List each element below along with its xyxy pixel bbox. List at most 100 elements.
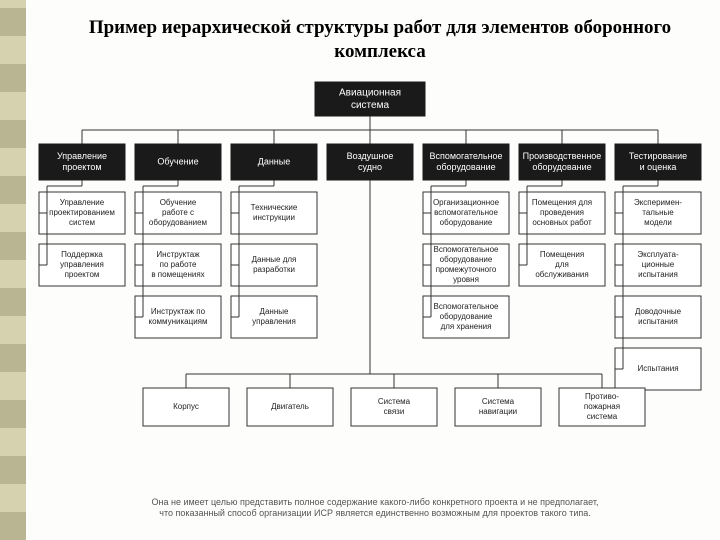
page-title: Пример иерархической структуры работ для… <box>60 16 700 64</box>
svg-text:Эксперимен-: Эксперимен- <box>634 198 682 207</box>
svg-text:Испытания: Испытания <box>637 364 678 373</box>
child-6-1: Эксплуата-ционныеиспытания <box>615 244 701 286</box>
svg-text:основных работ: основных работ <box>532 218 592 227</box>
svg-text:для: для <box>555 260 569 269</box>
svg-text:систем: систем <box>69 218 95 227</box>
svg-text:связи: связи <box>384 407 405 416</box>
svg-text:и оценка: и оценка <box>640 162 677 172</box>
svg-text:Управление: Управление <box>60 198 105 207</box>
svg-text:система: система <box>587 412 618 421</box>
child-0-1: Поддержкауправленияпроектом <box>39 244 125 286</box>
svg-text:проектом: проектом <box>62 162 101 172</box>
svg-text:Производственное: Производственное <box>523 151 602 161</box>
svg-text:Двигатель: Двигатель <box>271 402 309 411</box>
svg-text:Вспомогательное: Вспомогательное <box>434 302 500 311</box>
svg-text:уровня: уровня <box>453 275 479 284</box>
child-4-1: Вспомогательноеоборудованиепромежуточног… <box>423 244 509 286</box>
svg-text:испытания: испытания <box>638 317 678 326</box>
caption: Она не имеет целью представить полное со… <box>60 497 690 520</box>
sudno-child-1: Двигатель <box>247 388 333 426</box>
svg-text:Помещения для: Помещения для <box>532 198 592 207</box>
svg-text:в помещениях: в помещениях <box>151 270 204 279</box>
svg-text:Помещения: Помещения <box>540 250 584 259</box>
sudno-child-4: Противо-пожарнаясистема <box>559 388 645 426</box>
svg-text:Авиационная: Авиационная <box>339 87 401 98</box>
svg-text:управления: управления <box>60 260 104 269</box>
svg-text:Эксплуата-: Эксплуата- <box>637 250 679 259</box>
child-2-2: Данныеуправления <box>231 296 317 338</box>
svg-text:оборудование: оборудование <box>436 162 495 172</box>
svg-text:оборудование: оборудование <box>532 162 591 172</box>
child-1-2: Инструктаж покоммуникациям <box>135 296 221 338</box>
svg-text:по работе: по работе <box>160 260 197 269</box>
child-2-1: Данные дляразработки <box>231 244 317 286</box>
svg-text:Данные: Данные <box>260 307 289 316</box>
svg-text:Вспомогательное: Вспомогательное <box>434 245 500 254</box>
child-4-0: Организационноевспомогательноеоборудован… <box>423 192 509 234</box>
svg-text:Система: Система <box>378 397 411 406</box>
svg-text:ционные: ционные <box>642 260 675 269</box>
sudno-child-2: Системасвязи <box>351 388 437 426</box>
child-6-3: Испытания <box>615 348 701 390</box>
sudno-child-3: Системанавигации <box>455 388 541 426</box>
child-1-0: Обучениеработе соборудованием <box>135 192 221 234</box>
svg-text:система: система <box>351 100 389 111</box>
child-4-2: Вспомогательноеоборудованиедля хранения <box>423 296 509 338</box>
svg-text:Воздушное: Воздушное <box>347 151 394 161</box>
svg-text:оборудованием: оборудованием <box>149 218 207 227</box>
svg-text:тальные: тальные <box>642 208 674 217</box>
branch-header-2: Данные <box>231 144 317 180</box>
svg-text:модели: модели <box>644 218 672 227</box>
child-6-0: Эксперимен-тальныемодели <box>615 192 701 234</box>
svg-text:работе с: работе с <box>162 208 194 217</box>
svg-text:Поддержка: Поддержка <box>61 250 103 259</box>
svg-text:разработки: разработки <box>253 265 295 274</box>
branch-header-3: Воздушноесудно <box>327 144 413 180</box>
child-2-0: Техническиеинструкции <box>231 192 317 234</box>
svg-text:Инструктаж: Инструктаж <box>156 250 200 259</box>
svg-text:Инструктаж по: Инструктаж по <box>151 307 206 316</box>
decorative-left-stripe <box>0 0 26 540</box>
svg-text:обслуживания: обслуживания <box>535 270 588 279</box>
svg-text:Обучение: Обучение <box>157 156 198 166</box>
branch-header-6: Тестированиеи оценка <box>615 144 701 180</box>
svg-text:испытания: испытания <box>638 270 678 279</box>
svg-text:Данные для: Данные для <box>252 255 297 264</box>
svg-text:Тестирование: Тестирование <box>629 151 687 161</box>
child-5-1: Помещениядляобслуживания <box>519 244 605 286</box>
svg-text:проектированием: проектированием <box>49 208 115 217</box>
svg-text:проектом: проектом <box>65 270 100 279</box>
branch-header-0: Управлениепроектом <box>39 144 125 180</box>
wbs-diagram: АвиационнаясистемаУправлениепроектомУпра… <box>28 80 712 510</box>
svg-text:Технические: Технические <box>251 203 298 212</box>
svg-text:Данные: Данные <box>258 156 291 166</box>
svg-text:Вспомогательное: Вспомогательное <box>429 151 502 161</box>
branch-header-5: Производственноеоборудование <box>519 144 605 180</box>
svg-text:Доводочные: Доводочные <box>635 307 682 316</box>
root-node: Авиационная система <box>315 82 425 116</box>
svg-text:промежуточного: промежуточного <box>436 265 497 274</box>
svg-text:Управление: Управление <box>57 151 107 161</box>
child-0-0: Управлениепроектированиемсистем <box>39 192 125 234</box>
svg-text:судно: судно <box>358 162 382 172</box>
child-5-0: Помещения дляпроведенияосновных работ <box>519 192 605 234</box>
svg-text:Организационное: Организационное <box>433 198 500 207</box>
child-1-1: Инструктажпо работев помещениях <box>135 244 221 286</box>
svg-text:Обучение: Обучение <box>160 198 197 207</box>
branch-header-4: Вспомогательноеоборудование <box>423 144 509 180</box>
branch-header-1: Обучение <box>135 144 221 180</box>
svg-text:инструкции: инструкции <box>253 213 295 222</box>
svg-text:для хранения: для хранения <box>441 322 492 331</box>
child-6-2: Доводочныеиспытания <box>615 296 701 338</box>
caption-line1: Она не имеет целью представить полное со… <box>152 497 599 507</box>
svg-text:Корпус: Корпус <box>173 402 199 411</box>
svg-text:вспомогательное: вспомогательное <box>434 208 498 217</box>
caption-line2: что показанный способ организации ИСР яв… <box>159 508 591 518</box>
svg-text:пожарная: пожарная <box>584 402 620 411</box>
svg-text:коммуникациям: коммуникациям <box>148 317 207 326</box>
svg-text:управления: управления <box>252 317 296 326</box>
sudno-child-0: Корпус <box>143 388 229 426</box>
svg-text:Система: Система <box>482 397 515 406</box>
svg-text:навигации: навигации <box>479 407 517 416</box>
svg-text:оборудование: оборудование <box>440 255 493 264</box>
